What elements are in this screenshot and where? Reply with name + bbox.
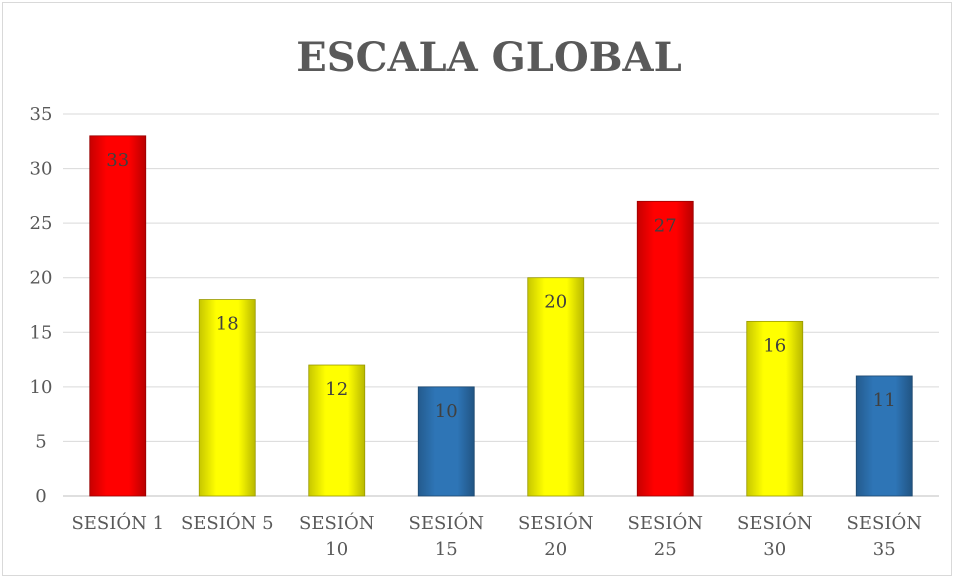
data-label: 10 — [435, 401, 458, 422]
bar — [89, 135, 147, 497]
y-tick-label: 20 — [30, 268, 53, 289]
data-label: 20 — [544, 292, 567, 313]
data-label: 11 — [873, 390, 896, 411]
x-tick-label: SESIÓN 15 — [409, 511, 484, 560]
x-tick-label: SESIÓN 35 — [847, 511, 922, 560]
x-tick-label: SESIÓN 30 — [737, 511, 812, 560]
data-label: 33 — [106, 150, 129, 171]
bar — [198, 299, 256, 497]
y-tick-label: 10 — [30, 377, 53, 398]
data-label: 12 — [325, 379, 348, 400]
bar — [308, 364, 366, 497]
chart-title: ESCALA GLOBAL — [296, 34, 681, 81]
bar-chart: ESCALA GLOBAL 0 5 10 15 20 25 30 35 33 18 12 10 20 2… — [30, 34, 939, 560]
bars: 33 18 12 10 20 27 16 11 — [89, 135, 913, 497]
y-tick-label: 35 — [30, 104, 53, 125]
x-tick-label: SESIÓN 5 — [181, 511, 274, 534]
x-tick-label: SESIÓN 10 — [299, 511, 374, 560]
x-tick-label: SESIÓN 1 — [71, 511, 164, 534]
bar — [746, 320, 804, 497]
data-label: 16 — [763, 335, 786, 356]
y-tick-label: 0 — [35, 486, 46, 507]
data-label: 18 — [216, 314, 239, 335]
x-tick-label: SESIÓN 20 — [518, 511, 593, 560]
bar — [636, 200, 694, 497]
bar — [417, 386, 475, 497]
y-tick-label: 30 — [30, 159, 53, 180]
x-tick-label: SESIÓN 25 — [628, 511, 703, 560]
y-axis: 0 5 10 15 20 25 30 35 — [30, 104, 53, 507]
y-tick-label: 15 — [30, 322, 53, 343]
y-tick-label: 25 — [30, 213, 53, 234]
gridlines — [63, 113, 939, 497]
data-label: 27 — [654, 215, 677, 236]
x-axis: SESIÓN 1 SESIÓN 5 SESIÓN 10 SESIÓN 15 SESIÓN 20… — [71, 511, 922, 560]
y-tick-label: 5 — [35, 431, 46, 452]
bar — [855, 375, 913, 497]
bar — [527, 277, 585, 497]
